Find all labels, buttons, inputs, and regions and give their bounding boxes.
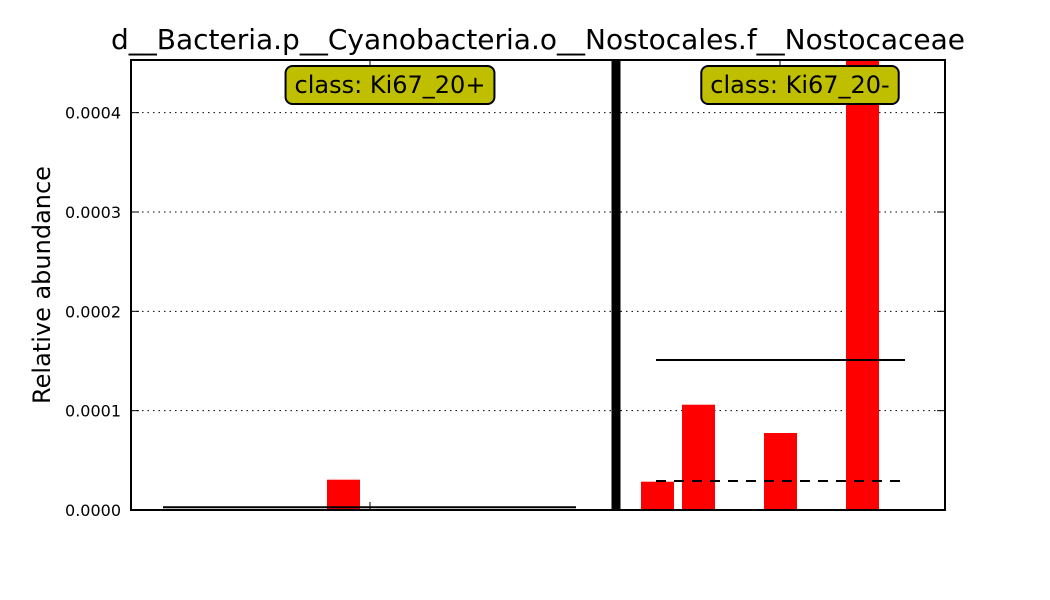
class-label: class: Ki67_20+	[295, 71, 486, 99]
y-tick-label: 0.0004	[65, 104, 121, 123]
class-label-box	[700, 65, 900, 105]
bar	[764, 433, 797, 510]
y-tick-label: 0.0001	[65, 402, 121, 421]
y-tick-label: 0.0002	[65, 302, 121, 321]
bar	[327, 479, 360, 510]
y-tick-label: 0.0003	[65, 203, 121, 222]
y-tick-label: 0.0000	[65, 501, 121, 520]
y-axis-label: Relative abundance	[28, 166, 56, 404]
plot-area: 0.0000 0.0001 0.0002 0.0003 0.0004 class: Ki6…	[65, 59, 946, 520]
bar	[846, 60, 879, 510]
axes-frame	[130, 59, 946, 511]
class-label: class: Ki67_20-	[710, 71, 889, 99]
bar	[682, 404, 715, 510]
chart-title: d__Bacteria.p__Cyanobacteria.o__Nostocal…	[111, 23, 965, 56]
bar	[641, 481, 674, 510]
class-label-box	[284, 65, 496, 105]
